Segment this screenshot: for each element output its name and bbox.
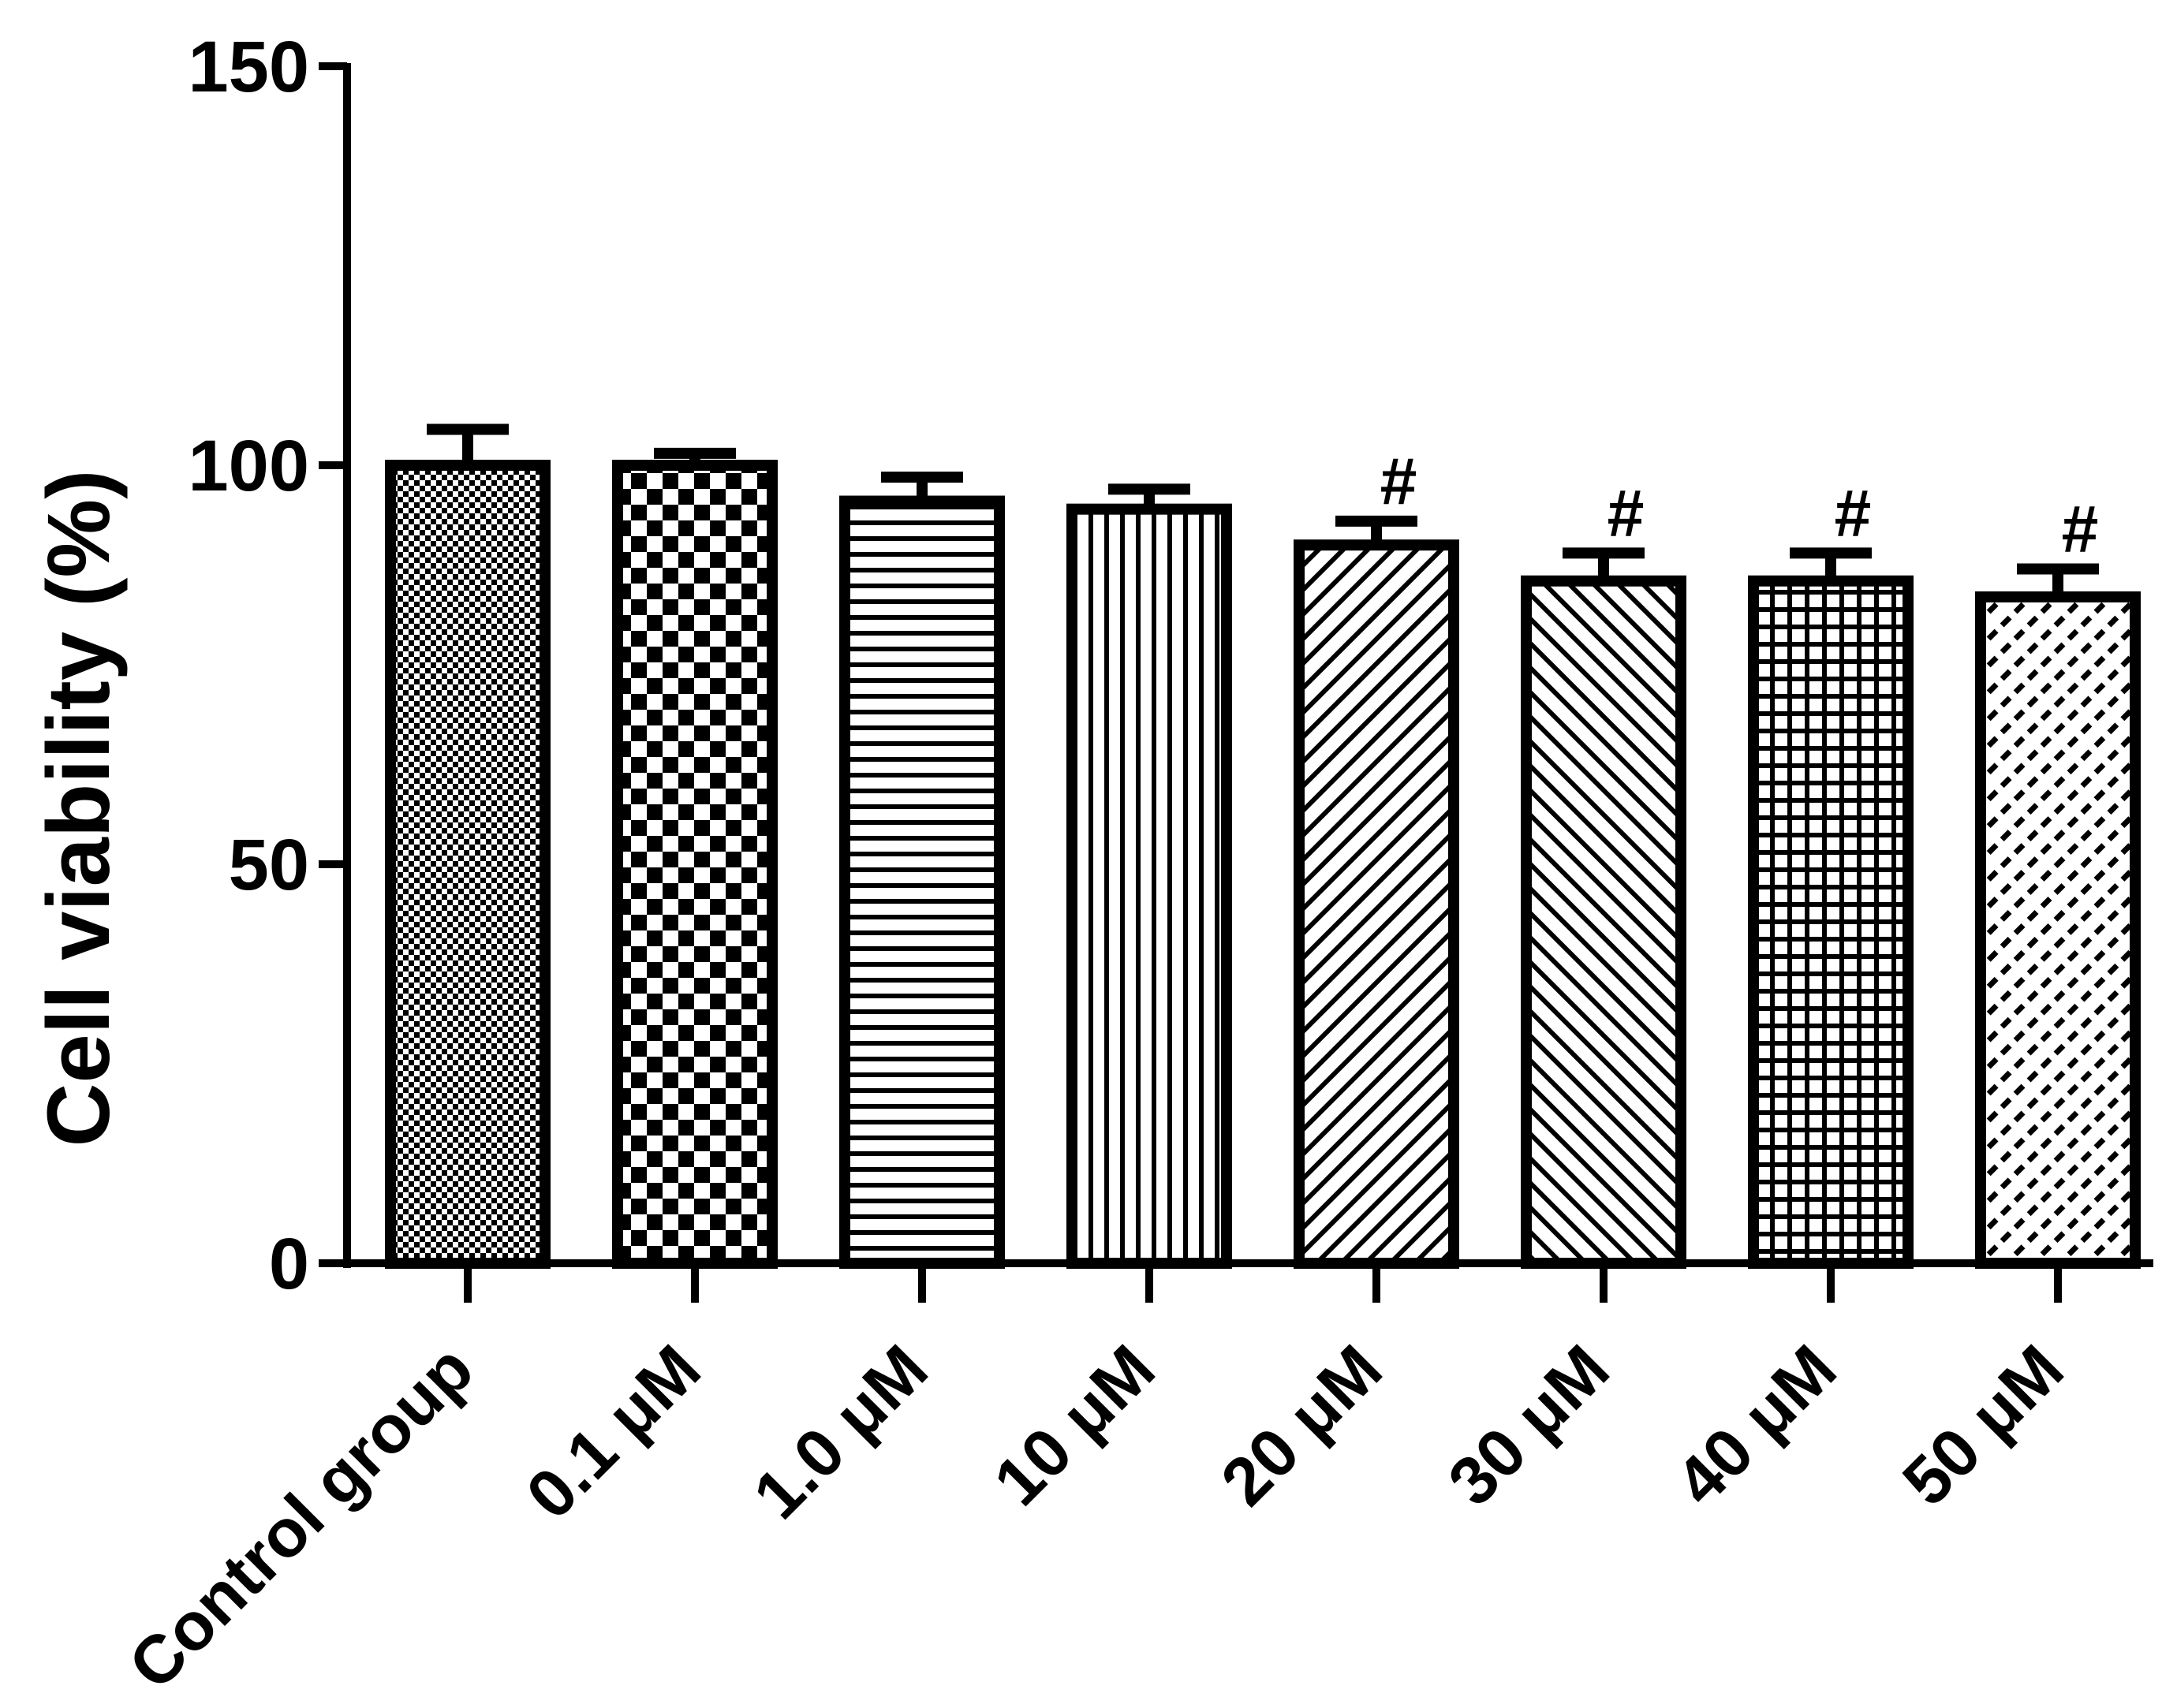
x-tick-label: 10 μM — [980, 1331, 1169, 1520]
x-tick-label: Control group — [114, 1331, 487, 1704]
bar — [1066, 503, 1232, 1269]
bar — [1748, 575, 1914, 1269]
significance-marker: # — [1835, 475, 1872, 550]
x-tick-label: 40 μM — [1661, 1331, 1850, 1520]
bar — [839, 495, 1005, 1269]
y-ticks-layer: 0 50 100 150 — [189, 27, 347, 1304]
significance-marker: # — [1608, 475, 1645, 550]
bar — [612, 460, 778, 1269]
significance-marker: # — [1380, 444, 1417, 518]
x-tick-label: 1.0 μM — [739, 1331, 942, 1534]
x-tick-label: 50 μM — [1888, 1331, 2078, 1520]
y-tick-label: 0 — [269, 1224, 309, 1304]
error-bars-layer — [427, 423, 2099, 597]
bars-layer — [385, 460, 2141, 1269]
y-tick-label: 100 — [189, 426, 310, 506]
x-tick-label: 0.1 μM — [512, 1331, 715, 1534]
y-tick-label: 150 — [189, 27, 310, 107]
x-ticks-layer: Control group 0.1 μM 1.0 μM 10 μM 20 μM 30 μM… — [114, 1331, 2078, 1704]
significance-marker: # — [2062, 492, 2099, 566]
x-tick-label: 30 μM — [1434, 1331, 1623, 1520]
y-axis-label: Cell viability (%) — [29, 470, 128, 1147]
bar — [1975, 591, 2141, 1269]
bar — [385, 460, 551, 1269]
annotations-layer: # # # # — [1380, 444, 2099, 566]
axes-layer — [343, 63, 2153, 1303]
y-tick-label: 50 — [229, 825, 309, 905]
bar — [1521, 575, 1686, 1269]
x-tick-label: 20 μM — [1207, 1331, 1396, 1520]
bar — [1294, 539, 1459, 1269]
